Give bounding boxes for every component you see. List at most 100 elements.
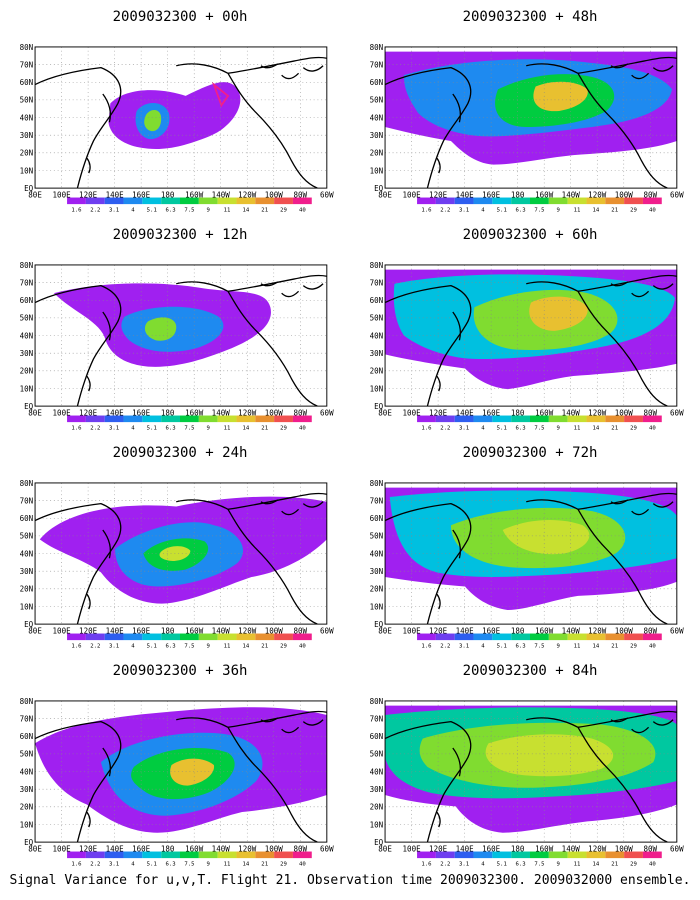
colorbar-swatch	[417, 415, 436, 423]
latitude-tick-label: 40N	[370, 549, 384, 558]
longitude-tick-label: 160W	[535, 191, 554, 200]
panel-title: 2009032300 + 48h	[462, 9, 598, 25]
colorbar-swatch	[511, 197, 530, 205]
variance-contour-fill	[170, 758, 215, 786]
coastline	[260, 281, 324, 298]
longitude-tick-label: 60W	[670, 627, 684, 636]
longitude-tick-label: 160E	[132, 627, 151, 636]
colorbar-swatch	[454, 633, 474, 641]
longitude-tick-label: 160E	[132, 409, 151, 418]
colorbar-label: 1.6	[421, 426, 432, 432]
colorbar-label: 2.2	[90, 862, 100, 868]
colorbar-swatch	[198, 633, 218, 641]
variance-map: 80E 100E 120E 140E 160E 180 160W 140W 120W 100W 80…	[370, 261, 684, 432]
coastline	[526, 499, 668, 625]
longitude-tick-label: 100E	[403, 409, 422, 418]
colorbar-swatch	[85, 415, 105, 423]
longitude-tick-label: 60W	[320, 845, 334, 854]
map-panel-00h: 2009032300 + 00h 80E 100E 120E 140E 160E 180 1…	[20, 8, 340, 220]
colorbar-label: 3.1	[459, 208, 469, 214]
colorbar-label: 9	[207, 862, 210, 868]
colorbar-label: 29	[630, 862, 637, 868]
latitude-tick-label: 10N	[370, 820, 384, 829]
longitude-tick-label: 80E	[378, 409, 392, 418]
colorbar: 1.6 2.2 3.1 4 5.1 6.3 7.5 9 11 14 21 29 40	[67, 197, 312, 214]
colorbar-swatch	[67, 197, 86, 205]
colorbar-swatch	[161, 197, 180, 205]
longitude-tick-label: 80E	[28, 191, 42, 200]
colorbar-label: 1.6	[421, 862, 432, 868]
longitude-tick-label: 160E	[482, 191, 501, 200]
longitude-tick-label: 120W	[238, 191, 257, 200]
colorbar-label: 5.1	[147, 208, 157, 214]
colorbar-swatch	[217, 415, 237, 423]
latitude-tick-label: 50N	[20, 532, 34, 541]
longitude-tick-label: 180	[511, 845, 525, 854]
colorbar-label: 40	[299, 862, 306, 868]
variance-contour-fill	[211, 81, 230, 108]
longitude-tick-label: 80E	[28, 845, 42, 854]
colorbar-label: 1.6	[421, 208, 432, 214]
longitude-tick-label: 160E	[482, 409, 501, 418]
colorbar-swatch	[511, 851, 530, 859]
coastline	[577, 710, 677, 728]
colorbar-label: 4	[481, 426, 485, 432]
variance-map: 80E 100E 120E 140E 160E 180 160W 140W 120W 100W 80…	[20, 697, 334, 868]
colorbar-label: 29	[280, 208, 287, 214]
map-panel-12h: 2009032300 + 12h 80E 100E 120E 140E 160E 180 1…	[20, 226, 340, 438]
colorbar-swatch	[642, 197, 662, 205]
colorbar-label: 7.5	[184, 862, 194, 868]
colorbar-label: 40	[649, 208, 656, 214]
coastline	[86, 593, 91, 610]
latitude-tick-label: 40N	[370, 767, 384, 776]
latitude-tick-label: EQ	[374, 838, 384, 847]
colorbar-label: 2.2	[440, 208, 450, 214]
latitude-tick-label: EQ	[24, 620, 34, 629]
latitude-tick-label: 70N	[370, 278, 384, 287]
colorbar-swatch	[67, 415, 86, 423]
longitude-tick-label: 140W	[562, 627, 581, 636]
coastline	[35, 66, 122, 189]
colorbar-swatch	[530, 851, 549, 859]
coastline	[102, 529, 112, 559]
latitude-tick-label: 70N	[20, 496, 34, 505]
latitude-tick-label: 40N	[20, 113, 34, 122]
longitude-tick-label: 140W	[562, 845, 581, 854]
longitude-tick-label: 120E	[429, 409, 448, 418]
longitude-tick-label: 180	[161, 845, 175, 854]
colorbar-swatch	[123, 197, 143, 205]
longitude-tick-label: 120W	[588, 409, 607, 418]
colorbar-swatch	[142, 197, 162, 205]
colorbar-swatch	[605, 633, 625, 641]
colorbar-label: 3.1	[109, 426, 119, 432]
longitude-tick-label: 80E	[378, 845, 392, 854]
colorbar-swatch	[180, 415, 199, 423]
longitude-tick-label: 120E	[79, 845, 98, 854]
colorbar-swatch	[161, 633, 180, 641]
longitude-tick-label: 100W	[265, 845, 284, 854]
latitude-tick-label: 50N	[20, 96, 34, 105]
longitude-tick-label: 120W	[238, 845, 257, 854]
colorbar-swatch	[180, 633, 199, 641]
longitude-tick-label: 140W	[562, 409, 581, 418]
colorbar: 1.6 2.2 3.1 4 5.1 6.3 7.5 9 11 14 21 29 40	[417, 851, 662, 868]
variance-contour-fill	[144, 110, 162, 132]
latitude-tick-label: 80N	[370, 43, 384, 52]
colorbar-label: 4	[131, 862, 135, 868]
colorbar-label: 7.5	[534, 644, 544, 650]
colorbar-swatch	[198, 197, 218, 205]
latitude-tick-label: EQ	[24, 402, 34, 411]
variance-contour-fill	[533, 81, 588, 112]
variance-contour-fill	[144, 317, 177, 341]
colorbar-swatch	[567, 851, 587, 859]
coastline	[452, 93, 462, 123]
coastline	[35, 720, 122, 843]
colorbar-label: 9	[557, 644, 560, 650]
latitude-tick-label: 80N	[20, 261, 34, 270]
colorbar-label: 21	[261, 426, 268, 432]
colorbar-swatch	[492, 851, 512, 859]
colorbar-swatch	[642, 633, 662, 641]
latitude-tick-label: 70N	[20, 714, 34, 723]
longitude-tick-label: 140W	[562, 191, 581, 200]
longitude-tick-label: 140E	[456, 191, 475, 200]
